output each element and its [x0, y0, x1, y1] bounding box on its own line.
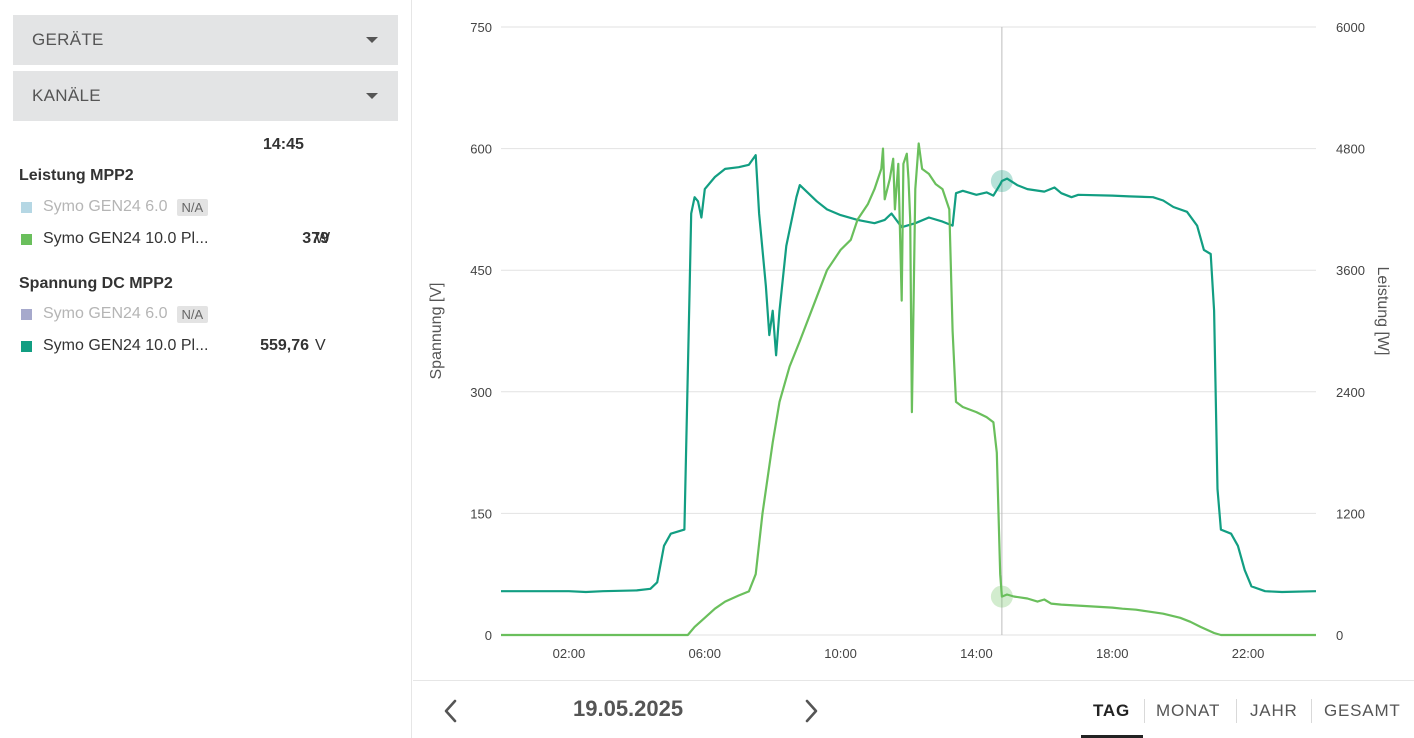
series-line-0 [501, 154, 1317, 594]
y-right-tick-label: 6000 [1336, 20, 1365, 35]
x-tick-label: 06:00 [688, 646, 721, 661]
legend-item-name: Symo GEN24 6.0 [43, 198, 168, 215]
na-badge: N/A [176, 198, 209, 216]
na-badge: N/A [176, 305, 209, 323]
legend-item-unit: V [315, 337, 326, 354]
tab-year[interactable]: JAHR [1250, 701, 1298, 720]
y-right-tick-label: 0 [1336, 628, 1343, 643]
y-right-tick-label: 4800 [1336, 142, 1365, 157]
chevron-right-icon[interactable] [799, 697, 823, 725]
devices-dropdown[interactable]: GERÄTE [13, 15, 398, 65]
y-right-tick-label: 1200 [1336, 506, 1365, 521]
cursor-time: 14:45 [263, 136, 304, 153]
bottom-bar: 19.05.2025 TAG MONAT JAHR GESAMT [413, 680, 1414, 738]
legend-swatch [21, 308, 32, 320]
chevron-down-icon [366, 37, 378, 43]
y-left-tick-label: 0 [485, 628, 492, 643]
chevron-left-icon[interactable] [439, 697, 463, 725]
legend-item-name: Symo GEN24 10.0 Pl... [43, 337, 209, 354]
hover-point-0 [990, 170, 1013, 193]
y-left-tick-label: 300 [470, 385, 492, 400]
legend-swatch [21, 340, 32, 352]
y-left-tick-label: 750 [470, 20, 492, 35]
series-line-1 [501, 142, 1316, 637]
legend-item-value: 559,76 [260, 337, 309, 354]
date-label: 19.05.2025 [573, 696, 684, 721]
devices-dropdown-label: GERÄTE [32, 30, 104, 49]
tab-separator [1236, 699, 1237, 723]
tab-separator [1311, 699, 1312, 723]
y-left-axis-label: Spannung [V] [428, 283, 445, 380]
chevron-down-icon [366, 93, 378, 99]
sidebar: GERÄTE KANÄLE 14:45 Leistung MPP2 Symo G… [0, 0, 412, 738]
y-left-tick-label: 150 [470, 506, 492, 521]
legend-item[interactable]: Symo GEN24 10.0 Pl... 559,76 V [21, 335, 401, 357]
y-left-tick-label: 600 [470, 142, 492, 157]
group-title-voltage: Spannung DC MPP2 [19, 275, 173, 292]
legend-item[interactable]: Symo GEN24 10.0 Pl... 379 W [21, 228, 401, 250]
y-right-axis-label: Leistung [W] [1374, 267, 1391, 356]
tab-month[interactable]: MONAT [1156, 701, 1221, 720]
legend-swatch [21, 201, 32, 213]
x-tick-label: 02:00 [553, 646, 586, 661]
y-left-tick-label: 450 [470, 263, 492, 278]
legend-swatch [21, 233, 32, 245]
channels-dropdown-label: KANÄLE [32, 86, 101, 105]
tab-separator [1144, 699, 1145, 723]
active-tab-indicator [1081, 735, 1143, 738]
legend-item-value: 379 [302, 230, 329, 247]
legend-item[interactable]: Symo GEN24 6.0 N/A [21, 303, 401, 325]
x-tick-label: 10:00 [824, 646, 857, 661]
x-tick-label: 22:00 [1232, 646, 1265, 661]
tab-day[interactable]: TAG [1093, 701, 1131, 720]
legend-item-name: Symo GEN24 10.0 Pl... [43, 230, 209, 247]
group-title-power: Leistung MPP2 [19, 167, 134, 184]
hover-point-1 [990, 585, 1013, 608]
x-tick-label: 14:00 [960, 646, 993, 661]
tab-total[interactable]: GESAMT [1324, 701, 1401, 720]
legend-item[interactable]: Symo GEN24 6.0 N/A [21, 196, 401, 218]
legend-item-name: Symo GEN24 6.0 [43, 305, 168, 322]
y-right-tick-label: 2400 [1336, 385, 1365, 400]
line-chart[interactable]: 0 0 150 1200 300 2400 450 3600 600 4800 750 6000 02:… [413, 0, 1414, 680]
channels-dropdown[interactable]: KANÄLE [13, 71, 398, 121]
legend-item-unit: W [315, 230, 331, 247]
y-right-tick-label: 3600 [1336, 263, 1365, 278]
x-tick-label: 18:00 [1096, 646, 1129, 661]
